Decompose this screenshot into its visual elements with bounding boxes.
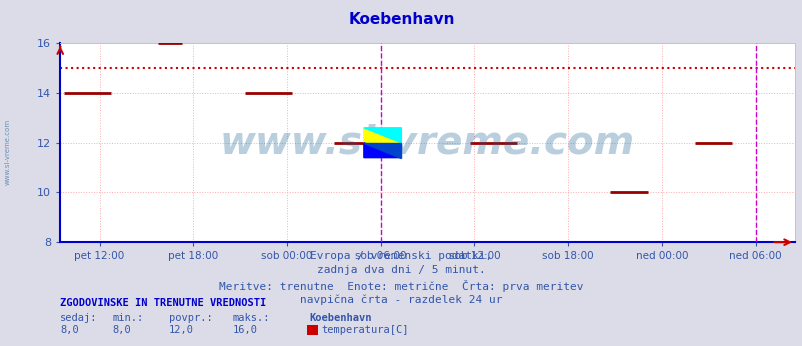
Polygon shape xyxy=(363,143,401,158)
Text: Koebenhavn: Koebenhavn xyxy=(348,11,454,27)
Text: 8,0: 8,0 xyxy=(60,325,79,335)
Text: temperatura[C]: temperatura[C] xyxy=(321,325,408,335)
Polygon shape xyxy=(363,128,401,143)
Text: min.:: min.: xyxy=(112,313,144,323)
Text: Evropa / vremenski podatki,: Evropa / vremenski podatki, xyxy=(310,251,492,261)
Text: ZGODOVINSKE IN TRENUTNE VREDNOSTI: ZGODOVINSKE IN TRENUTNE VREDNOSTI xyxy=(60,298,266,308)
Text: sedaj:: sedaj: xyxy=(60,313,98,323)
Text: 12,0: 12,0 xyxy=(168,325,193,335)
Text: www.si-vreme.com: www.si-vreme.com xyxy=(220,124,634,162)
Text: navpična črta - razdelek 24 ur: navpična črta - razdelek 24 ur xyxy=(300,294,502,305)
Text: Meritve: trenutne  Enote: metrične  Črta: prva meritev: Meritve: trenutne Enote: metrične Črta: … xyxy=(219,280,583,292)
Polygon shape xyxy=(363,128,401,143)
Polygon shape xyxy=(363,143,401,158)
Text: www.si-vreme.com: www.si-vreme.com xyxy=(5,119,11,185)
Text: 8,0: 8,0 xyxy=(112,325,131,335)
Text: Koebenhavn: Koebenhavn xyxy=(309,313,371,323)
Text: 16,0: 16,0 xyxy=(233,325,257,335)
Text: zadnja dva dni / 5 minut.: zadnja dva dni / 5 minut. xyxy=(317,265,485,275)
Text: povpr.:: povpr.: xyxy=(168,313,212,323)
Text: maks.:: maks.: xyxy=(233,313,270,323)
